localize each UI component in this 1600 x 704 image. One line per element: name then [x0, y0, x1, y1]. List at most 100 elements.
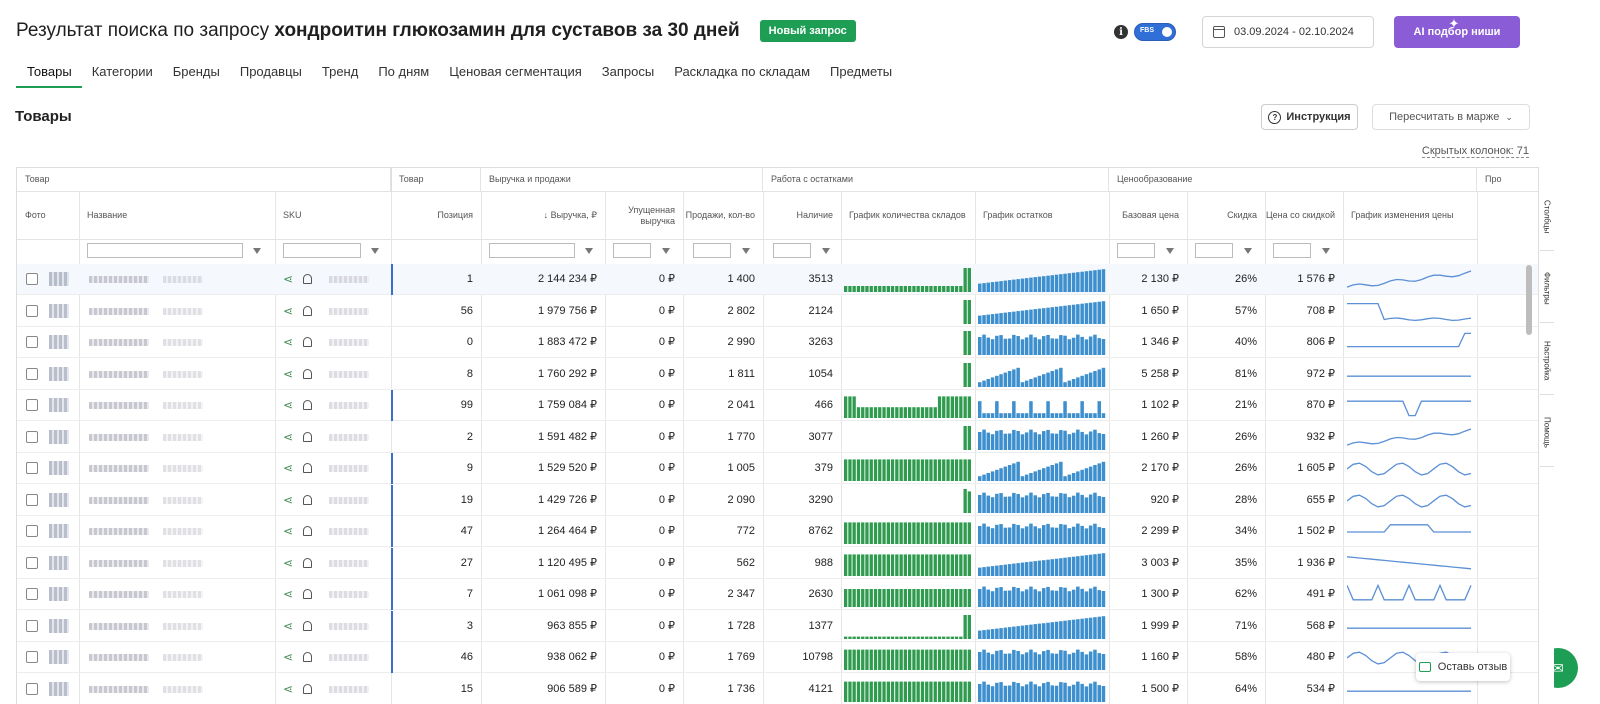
- product-name-redacted[interactable]: [89, 339, 149, 346]
- bell-icon[interactable]: [303, 589, 312, 599]
- date-range-picker[interactable]: 03.09.2024 - 02.10.2024: [1202, 16, 1374, 48]
- tab-4[interactable]: Тренд: [321, 64, 359, 79]
- sku-redacted[interactable]: [329, 528, 369, 535]
- table-row[interactable]: ⋖ 3 963 855 ₽ 0 ₽ 1 728 1377 1 999 ₽ 71% 568 ₽: [17, 611, 1538, 642]
- column-header-revenue[interactable]: ↓ Выручка, ₽: [481, 192, 605, 240]
- product-name-redacted[interactable]: [89, 402, 149, 409]
- filter-input-4[interactable]: [693, 243, 731, 258]
- filter-funnel-icon[interactable]: [253, 248, 261, 254]
- tab-3[interactable]: Продавцы: [239, 64, 302, 79]
- sku-redacted[interactable]: [329, 308, 369, 315]
- filter-input-2[interactable]: [489, 243, 575, 258]
- table-row[interactable]: ⋖ 1 2 144 234 ₽ 0 ₽ 1 400 3513 2 130 ₽ 26% 1 576…: [17, 264, 1538, 295]
- price-chart[interactable]: [1347, 579, 1475, 610]
- product-name-redacted[interactable]: [163, 623, 203, 630]
- product-name-redacted[interactable]: [89, 654, 149, 661]
- product-name-redacted[interactable]: [89, 434, 149, 441]
- column-header-sku[interactable]: SKU: [275, 192, 391, 240]
- filter-funnel-icon[interactable]: [585, 248, 593, 254]
- price-chart[interactable]: [1347, 611, 1475, 642]
- stock-chart[interactable]: [978, 642, 1106, 673]
- table-row[interactable]: ⋖ 8 1 760 292 ₽ 0 ₽ 1 811 1054 5 258 ₽ 81% 972 ₽: [17, 359, 1538, 390]
- hidden-columns-link[interactable]: Скрытых колонок: 71: [1421, 145, 1529, 158]
- row-checkbox[interactable]: [26, 273, 38, 285]
- table-row[interactable]: ⋖ 56 1 979 756 ₽ 0 ₽ 2 802 2124 1 650 ₽ 57% 708 …: [17, 296, 1538, 327]
- price-chart[interactable]: [1347, 485, 1475, 516]
- filter-funnel-icon[interactable]: [822, 248, 830, 254]
- column-header-price_discounted[interactable]: Цена со скидкой: [1265, 192, 1343, 240]
- price-chart[interactable]: [1347, 296, 1475, 327]
- sku-redacted[interactable]: [329, 623, 369, 630]
- tab-0[interactable]: Товары: [16, 64, 82, 88]
- row-checkbox[interactable]: [26, 557, 38, 569]
- warehouse-chart[interactable]: [844, 296, 972, 327]
- share-icon[interactable]: ⋖: [283, 587, 294, 601]
- product-name-redacted[interactable]: [163, 560, 203, 567]
- product-name-redacted[interactable]: [163, 686, 203, 693]
- sku-redacted[interactable]: [329, 654, 369, 661]
- product-photo[interactable]: [49, 650, 69, 664]
- product-photo[interactable]: [49, 304, 69, 318]
- sku-redacted[interactable]: [329, 402, 369, 409]
- product-name-redacted[interactable]: [89, 276, 149, 283]
- warehouse-chart[interactable]: [844, 579, 972, 610]
- product-photo[interactable]: [49, 619, 69, 633]
- bell-icon[interactable]: [303, 306, 312, 316]
- sku-redacted[interactable]: [329, 465, 369, 472]
- share-icon[interactable]: ⋖: [283, 430, 294, 444]
- share-icon[interactable]: ⋖: [283, 398, 294, 412]
- vertical-scrollbar[interactable]: [1526, 265, 1532, 335]
- bell-icon[interactable]: [303, 337, 312, 347]
- tab-6[interactable]: Ценовая сегментация: [449, 64, 582, 79]
- warehouse-chart[interactable]: [844, 611, 972, 642]
- warehouse-chart[interactable]: [844, 359, 972, 390]
- sku-redacted[interactable]: [329, 434, 369, 441]
- product-photo[interactable]: [49, 430, 69, 444]
- stock-chart[interactable]: [978, 674, 1106, 704]
- share-icon[interactable]: ⋖: [283, 619, 294, 633]
- product-name-redacted[interactable]: [89, 371, 149, 378]
- bell-icon[interactable]: [303, 432, 312, 442]
- instruction-button[interactable]: ? Инструкция: [1261, 104, 1358, 130]
- product-photo[interactable]: [49, 398, 69, 412]
- warehouse-chart[interactable]: [844, 453, 972, 484]
- column-header-stock[interactable]: Наличие: [763, 192, 841, 240]
- table-row[interactable]: ⋖ 7 1 061 098 ₽ 0 ₽ 2 347 2630 1 300 ₽ 62% 491 ₽: [17, 579, 1538, 610]
- bell-icon[interactable]: [303, 463, 312, 473]
- table-row[interactable]: ⋖ 47 1 264 464 ₽ 0 ₽ 772 8762 2 299 ₽ 34% 1 502 …: [17, 516, 1538, 547]
- product-name-redacted[interactable]: [89, 623, 149, 630]
- product-name-redacted[interactable]: [163, 528, 203, 535]
- filter-funnel-icon[interactable]: [1244, 248, 1252, 254]
- row-checkbox[interactable]: [26, 525, 38, 537]
- column-header-stock_chart[interactable]: График остатков: [975, 192, 1109, 240]
- warehouse-chart[interactable]: [844, 264, 972, 295]
- filter-input-0[interactable]: [87, 243, 243, 258]
- product-name-redacted[interactable]: [163, 371, 203, 378]
- stock-chart[interactable]: [978, 579, 1106, 610]
- warehouse-chart[interactable]: [844, 422, 972, 453]
- product-name-redacted[interactable]: [89, 497, 149, 504]
- row-checkbox[interactable]: [26, 462, 38, 474]
- row-checkbox[interactable]: [26, 305, 38, 317]
- column-header-name[interactable]: Название: [79, 192, 275, 240]
- sku-redacted[interactable]: [329, 497, 369, 504]
- share-icon[interactable]: ⋖: [283, 650, 294, 664]
- table-row[interactable]: ⋖ 0 1 883 472 ₽ 0 ₽ 2 990 3263 1 346 ₽ 40% 806 ₽: [17, 327, 1538, 358]
- table-row[interactable]: ⋖ 2 1 591 482 ₽ 0 ₽ 1 770 3077 1 260 ₽ 26% 932 ₽: [17, 422, 1538, 453]
- sku-redacted[interactable]: [329, 686, 369, 693]
- price-chart[interactable]: [1347, 390, 1475, 421]
- share-icon[interactable]: ⋖: [283, 682, 294, 696]
- product-name-redacted[interactable]: [89, 686, 149, 693]
- side-tab-2[interactable]: Настройка: [1540, 327, 1554, 395]
- feedback-button[interactable]: Оставь отзыв: [1416, 653, 1510, 681]
- stock-chart[interactable]: [978, 453, 1106, 484]
- table-row[interactable]: ⋖ 19 1 429 726 ₽ 0 ₽ 2 090 3290 920 ₽ 28% 655 ₽: [17, 485, 1538, 516]
- sku-redacted[interactable]: [329, 591, 369, 598]
- stock-chart[interactable]: [978, 390, 1106, 421]
- row-checkbox[interactable]: [26, 651, 38, 663]
- tab-2[interactable]: Бренды: [172, 64, 220, 79]
- share-icon[interactable]: ⋖: [283, 493, 294, 507]
- column-header-sales[interactable]: Продажи, кол-во: [683, 192, 763, 240]
- bell-icon[interactable]: [303, 495, 312, 505]
- product-photo[interactable]: [49, 272, 69, 286]
